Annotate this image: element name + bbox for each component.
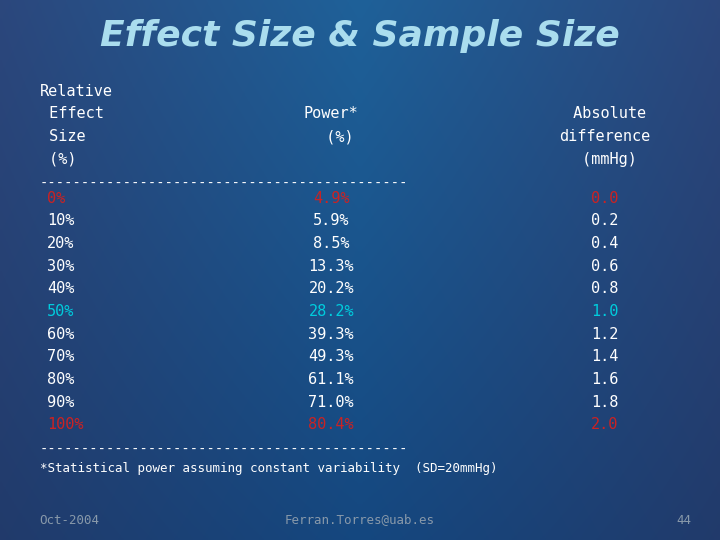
Text: 5.9%: 5.9% bbox=[313, 213, 349, 228]
Text: 2.0: 2.0 bbox=[591, 417, 618, 433]
Text: 10%: 10% bbox=[47, 213, 74, 228]
Text: 13.3%: 13.3% bbox=[308, 259, 354, 274]
Text: --------------------------------------------: ----------------------------------------… bbox=[40, 443, 408, 457]
Text: (%): (%) bbox=[308, 129, 354, 144]
Text: 0%: 0% bbox=[47, 191, 65, 206]
Text: 70%: 70% bbox=[47, 349, 74, 364]
Text: 20.2%: 20.2% bbox=[308, 281, 354, 296]
Text: 0.6: 0.6 bbox=[591, 259, 618, 274]
Text: 80.4%: 80.4% bbox=[308, 417, 354, 433]
Text: difference: difference bbox=[559, 129, 650, 144]
Text: 1.8: 1.8 bbox=[591, 395, 618, 410]
Text: 30%: 30% bbox=[47, 259, 74, 274]
Text: *Statistical power assuming constant variability  (SD=20mmHg): *Statistical power assuming constant var… bbox=[40, 462, 497, 475]
Text: 61.1%: 61.1% bbox=[308, 372, 354, 387]
Text: 0.2: 0.2 bbox=[591, 213, 618, 228]
Text: Absolute: Absolute bbox=[564, 106, 646, 122]
Text: 0.8: 0.8 bbox=[591, 281, 618, 296]
Text: 49.3%: 49.3% bbox=[308, 349, 354, 364]
Text: 90%: 90% bbox=[47, 395, 74, 410]
Text: 1.0: 1.0 bbox=[591, 304, 618, 319]
Text: (mmHg): (mmHg) bbox=[573, 152, 636, 167]
Text: 50%: 50% bbox=[47, 304, 74, 319]
Text: Effect Size & Sample Size: Effect Size & Sample Size bbox=[100, 19, 620, 53]
Text: 60%: 60% bbox=[47, 327, 74, 342]
Text: (%): (%) bbox=[40, 152, 76, 167]
Text: 8.5%: 8.5% bbox=[313, 236, 349, 251]
Text: 20%: 20% bbox=[47, 236, 74, 251]
Text: 0.0: 0.0 bbox=[591, 191, 618, 206]
Text: 1.6: 1.6 bbox=[591, 372, 618, 387]
Text: 28.2%: 28.2% bbox=[308, 304, 354, 319]
Text: 80%: 80% bbox=[47, 372, 74, 387]
Text: 39.3%: 39.3% bbox=[308, 327, 354, 342]
Text: Relative: Relative bbox=[40, 84, 112, 99]
Text: Oct-2004: Oct-2004 bbox=[40, 514, 99, 526]
Text: Ferran.Torres@uab.es: Ferran.Torres@uab.es bbox=[285, 514, 435, 526]
Text: 0.4: 0.4 bbox=[591, 236, 618, 251]
Text: Power*: Power* bbox=[304, 106, 359, 122]
Text: 4.9%: 4.9% bbox=[313, 191, 349, 206]
Text: 40%: 40% bbox=[47, 281, 74, 296]
Text: 44: 44 bbox=[676, 514, 691, 526]
Text: --------------------------------------------: ----------------------------------------… bbox=[40, 177, 408, 191]
Text: Size: Size bbox=[40, 129, 85, 144]
Text: 100%: 100% bbox=[47, 417, 84, 433]
Text: 1.4: 1.4 bbox=[591, 349, 618, 364]
Text: 71.0%: 71.0% bbox=[308, 395, 354, 410]
Text: 1.2: 1.2 bbox=[591, 327, 618, 342]
Text: Effect: Effect bbox=[40, 106, 104, 122]
